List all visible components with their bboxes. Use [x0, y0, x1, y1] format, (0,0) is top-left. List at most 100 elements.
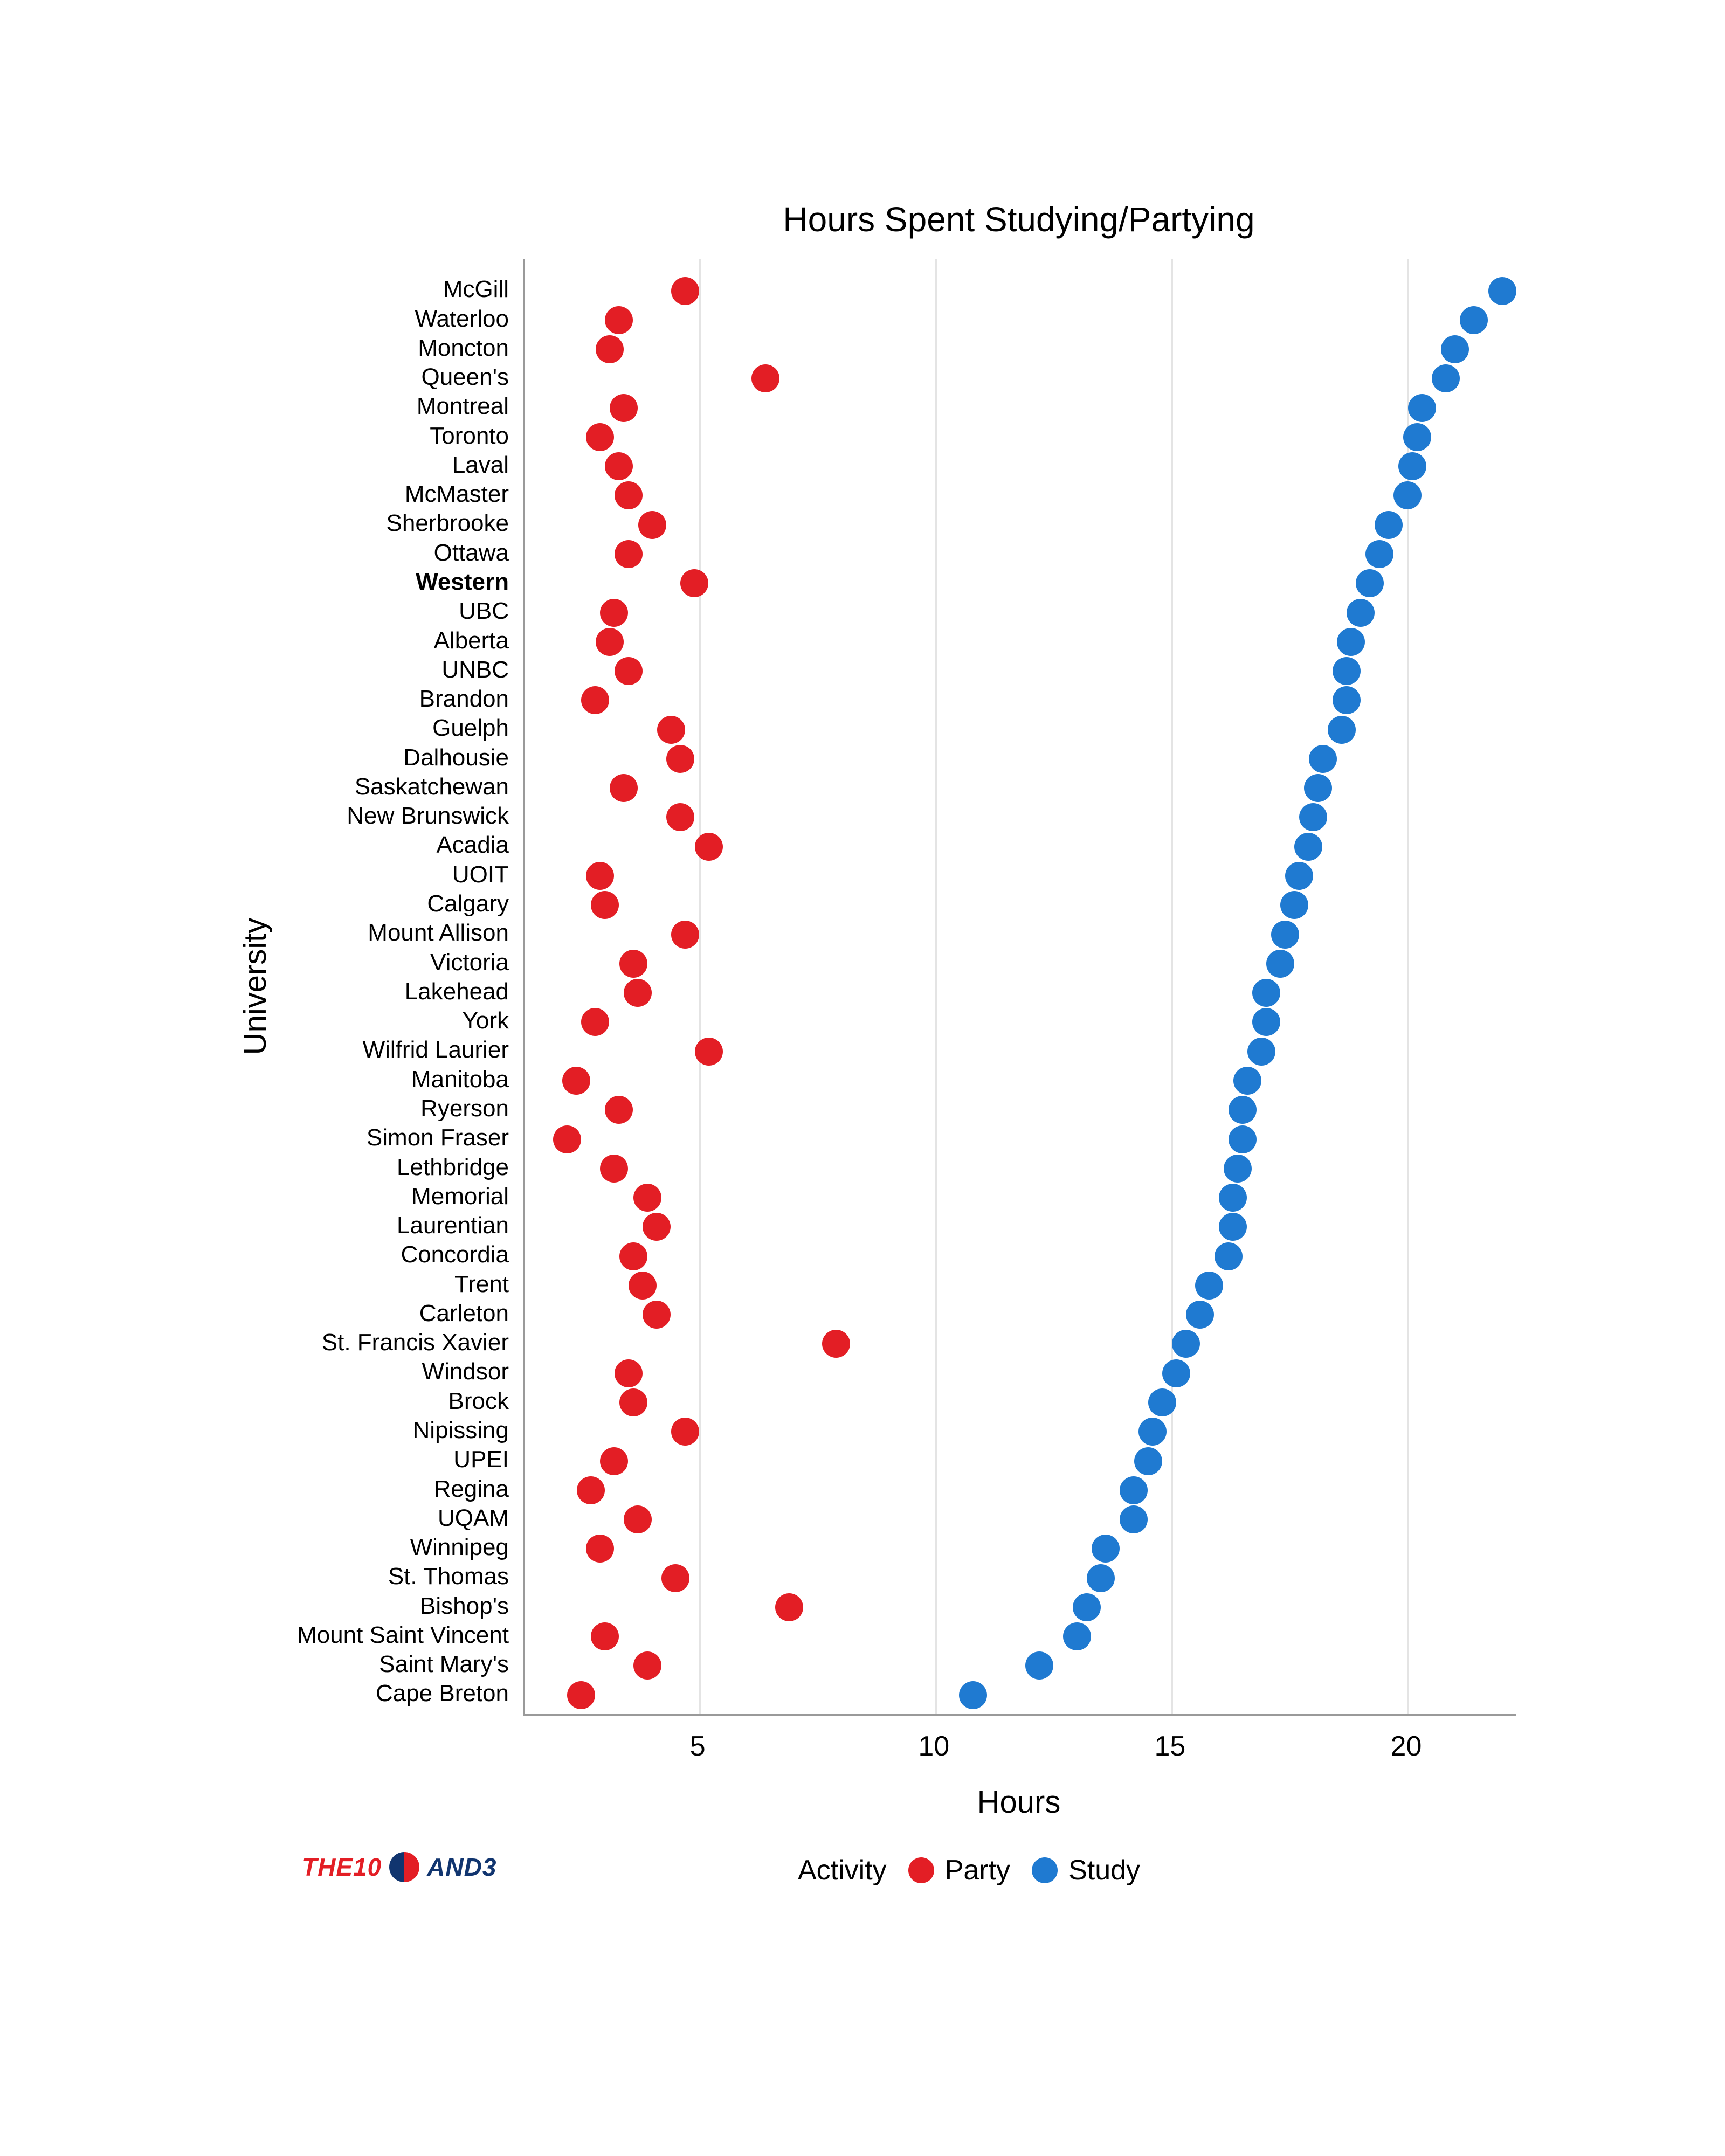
study-dot [1280, 891, 1308, 919]
university-label: Calgary [0, 890, 509, 917]
university-label: Simon Fraser [0, 1124, 509, 1151]
legend-item-label: Party [945, 1854, 1010, 1887]
party-dot [619, 950, 647, 978]
university-label: Winnipeg [0, 1534, 509, 1561]
university-label: Western [0, 569, 509, 596]
chart-title: Hours Spent Studying/Partying [523, 199, 1515, 239]
study-dot [1365, 540, 1393, 568]
legend: ActivityPartyStudy [798, 1854, 1140, 1887]
party-dot [600, 599, 628, 627]
study-dot [1092, 1535, 1120, 1563]
university-label: Nipissing [0, 1417, 509, 1444]
study-dot [1460, 306, 1488, 334]
university-label: Lakehead [0, 978, 509, 1005]
party-dot [643, 1213, 671, 1241]
university-label: Mount Saint Vincent [0, 1622, 509, 1649]
study-dot [1333, 686, 1361, 714]
party-dot [605, 306, 633, 334]
party-dot [695, 833, 723, 861]
university-label: Bishop's [0, 1593, 509, 1620]
university-label: Acadia [0, 832, 509, 859]
party-dot [671, 921, 699, 949]
party-dot [605, 452, 633, 480]
university-label: York [0, 1007, 509, 1034]
party-dot [822, 1330, 850, 1358]
party-dot [610, 774, 638, 802]
study-dot [1252, 979, 1280, 1007]
study-dot [1488, 277, 1516, 305]
study-dot [1309, 745, 1337, 773]
study-dot [1337, 628, 1365, 656]
party-dot [666, 745, 694, 773]
party-dot [605, 1096, 633, 1124]
university-label: Wilfrid Laurier [0, 1036, 509, 1063]
university-label: Ryerson [0, 1095, 509, 1122]
party-dot [633, 1651, 661, 1680]
university-label: Waterloo [0, 306, 509, 333]
study-dot [1120, 1505, 1148, 1533]
party-dot [619, 1388, 647, 1416]
study-dot [1224, 1155, 1252, 1183]
university-label: Windsor [0, 1358, 509, 1385]
university-label: McMaster [0, 481, 509, 508]
university-label: UNBC [0, 657, 509, 683]
study-dot [1120, 1476, 1148, 1504]
university-label: Laval [0, 452, 509, 479]
party-dot [643, 1301, 671, 1329]
legend-item: Party [908, 1854, 1010, 1887]
study-dot [1403, 423, 1431, 451]
study-dot [1219, 1184, 1247, 1212]
party-dot [695, 1038, 723, 1066]
study-dot [1219, 1213, 1247, 1241]
study-dot [1432, 364, 1460, 392]
university-label: Moncton [0, 335, 509, 362]
study-dot [1333, 657, 1361, 685]
party-dot [671, 277, 699, 305]
party-dot [567, 1681, 595, 1709]
party-dot [586, 1535, 614, 1563]
party-dot [610, 394, 638, 422]
study-dot [1294, 833, 1322, 861]
study-dot [1393, 481, 1422, 509]
party-dot [581, 686, 609, 714]
university-label: Victoria [0, 949, 509, 976]
study-dot [1356, 569, 1384, 597]
university-label: Laurentian [0, 1212, 509, 1239]
x-tick-label: 10 [918, 1730, 949, 1763]
study-dot [1229, 1125, 1257, 1153]
study-dot [1271, 921, 1299, 949]
university-label: Alberta [0, 627, 509, 654]
university-label: Saskatchewan [0, 773, 509, 800]
party-dot [615, 1359, 643, 1387]
x-tick-label: 20 [1391, 1730, 1422, 1763]
study-legend-dot-icon [1032, 1857, 1058, 1883]
party-dot [680, 569, 708, 597]
party-dot [624, 979, 652, 1007]
party-legend-dot-icon [908, 1857, 934, 1883]
legend-item: Study [1032, 1854, 1140, 1887]
x-tick-label: 15 [1154, 1730, 1185, 1763]
university-label: New Brunswick [0, 803, 509, 830]
party-dot [615, 481, 643, 509]
university-label: UPEI [0, 1446, 509, 1473]
university-label: Ottawa [0, 540, 509, 566]
study-dot [1215, 1242, 1243, 1270]
party-dot [562, 1067, 590, 1095]
party-dot [615, 657, 643, 685]
party-dot [661, 1564, 689, 1592]
university-label: Cape Breton [0, 1680, 509, 1707]
study-dot [1299, 803, 1327, 831]
party-dot [751, 364, 779, 392]
party-dot [577, 1476, 605, 1504]
party-dot [600, 1447, 628, 1475]
university-label: Brock [0, 1388, 509, 1415]
study-dot [1025, 1651, 1053, 1680]
study-dot [1398, 452, 1426, 480]
party-dot [633, 1184, 661, 1212]
brand-circle-icon [389, 1852, 419, 1882]
university-label: Manitoba [0, 1066, 509, 1093]
university-label: Carleton [0, 1300, 509, 1327]
study-dot [1162, 1359, 1190, 1387]
study-dot [1247, 1038, 1275, 1066]
party-dot [581, 1008, 609, 1036]
